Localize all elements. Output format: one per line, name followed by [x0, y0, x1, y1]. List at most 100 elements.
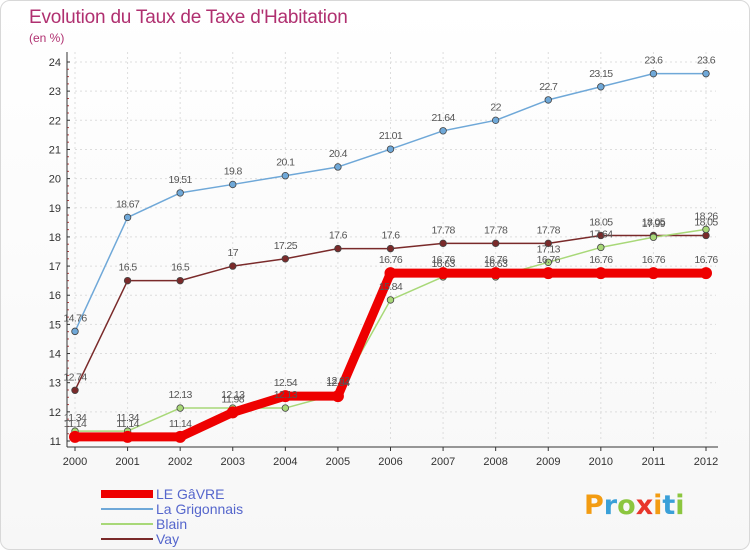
data-label: 16.76 [589, 254, 613, 266]
data-label: 12.13 [169, 389, 193, 401]
logo-letter: t [662, 490, 676, 521]
logo-letter: i [653, 490, 663, 521]
data-label: 17.64 [589, 228, 613, 240]
y-tick-label: 20 [49, 174, 61, 186]
data-label: 20.4 [329, 148, 348, 160]
legend-swatch [101, 523, 153, 525]
data-point [281, 404, 290, 412]
data-point [123, 213, 132, 222]
chart-unit: (en %) [29, 31, 65, 45]
chart-title: Evolution du Taux de Taxe d'Habitation [29, 7, 348, 28]
data-label: 17.6 [381, 230, 400, 242]
data-label: 21.01 [379, 130, 403, 142]
data-label: 16.5 [119, 262, 138, 274]
y-tick-label: 24 [49, 57, 61, 69]
data-point [69, 430, 81, 443]
data-label: 19.51 [169, 174, 193, 186]
data-label: 15.84 [379, 281, 403, 293]
data-point [229, 262, 237, 270]
data-point [649, 233, 658, 241]
data-label: 21.64 [431, 112, 455, 124]
data-label: 12.54 [274, 377, 298, 389]
y-tick-label: 17 [49, 261, 61, 273]
data-label: 11.14 [169, 418, 192, 430]
y-tick-label: 11 [50, 436, 61, 448]
data-label: 16.76 [537, 254, 561, 266]
y-tick-label: 12 [49, 407, 61, 419]
data-label: 18.05 [589, 216, 613, 228]
x-tick-label: 2002 [168, 456, 192, 468]
data-label: 17.78 [537, 224, 561, 236]
data-point [491, 239, 500, 248]
x-tick-label: 2006 [378, 456, 402, 468]
data-point [229, 180, 237, 189]
data-labels: 14.76 18.67 19.51 19.8 20.1 20.4 21.01 21.64 22 2… [63, 55, 719, 430]
data-point [597, 243, 605, 252]
data-point [544, 258, 552, 266]
data-label: 17.6 [329, 230, 348, 242]
x-tick-label: 2004 [273, 456, 297, 468]
data-label: 16.5 [171, 262, 190, 274]
x-tick-label: 2012 [694, 456, 718, 468]
data-point [597, 83, 605, 91]
data-label: 18.05 [642, 216, 666, 228]
data-point [700, 267, 712, 280]
data-label: 11.34 [116, 412, 139, 424]
data-label: 11.98 [222, 393, 245, 405]
data-point [437, 267, 450, 280]
data-point [121, 430, 134, 443]
y-tick-label: 18 [49, 232, 61, 244]
y-tick-label: 16 [49, 290, 61, 302]
y-tick-label: 13 [49, 378, 61, 390]
data-point [71, 386, 79, 394]
data-point [702, 231, 710, 240]
data-label: 20.1 [276, 157, 295, 169]
data-point [176, 404, 184, 412]
x-tick-label: 2010 [589, 456, 613, 468]
y-tick-label: 19 [49, 203, 61, 215]
data-point [702, 69, 710, 78]
data-label: 16.76 [484, 254, 508, 266]
data-label: 17.78 [484, 224, 508, 236]
x-tick-label: 2008 [483, 456, 507, 468]
logo-letter: o [617, 490, 636, 521]
data-point [71, 327, 79, 336]
y-tick-label: 22 [49, 115, 61, 127]
y-tick-label: 14 [49, 349, 61, 361]
data-label: 16.76 [379, 254, 403, 266]
data-label: 12.54 [326, 377, 350, 389]
data-point [702, 225, 710, 234]
data-point [386, 244, 395, 253]
data-point [647, 267, 660, 280]
data-point [384, 267, 397, 280]
data-point [331, 390, 344, 403]
data-label: 23.6 [644, 55, 663, 67]
data-label: 11.34 [64, 412, 87, 424]
y-tick-label: 23 [49, 86, 61, 98]
logo-letter: P [584, 490, 604, 521]
legend-label: LE GâVRE [156, 486, 225, 502]
data-point [544, 239, 552, 248]
data-label: 16.76 [431, 254, 455, 266]
y-tick-label: 15 [49, 319, 61, 331]
data-label: 17.99 [642, 218, 666, 230]
data-label: 12.62 [326, 375, 350, 387]
logo-letter: x [635, 490, 654, 521]
data-point [542, 267, 555, 280]
logo-letter: r [603, 490, 618, 521]
x-tick-label: 2001 [115, 456, 139, 468]
x-tick-label: 2007 [431, 456, 455, 468]
data-label: 17.25 [274, 240, 298, 252]
data-point [544, 96, 552, 104]
data-point [439, 239, 447, 248]
logo-letter: i [675, 490, 685, 521]
data-point [594, 267, 607, 280]
data-point [597, 231, 605, 240]
data-label: 17.13 [537, 243, 561, 255]
data-label: 23.15 [589, 68, 613, 80]
data-point [174, 430, 187, 443]
data-point [386, 296, 395, 304]
legend-label: Blain [156, 516, 188, 532]
data-label: 18.05 [694, 216, 718, 228]
